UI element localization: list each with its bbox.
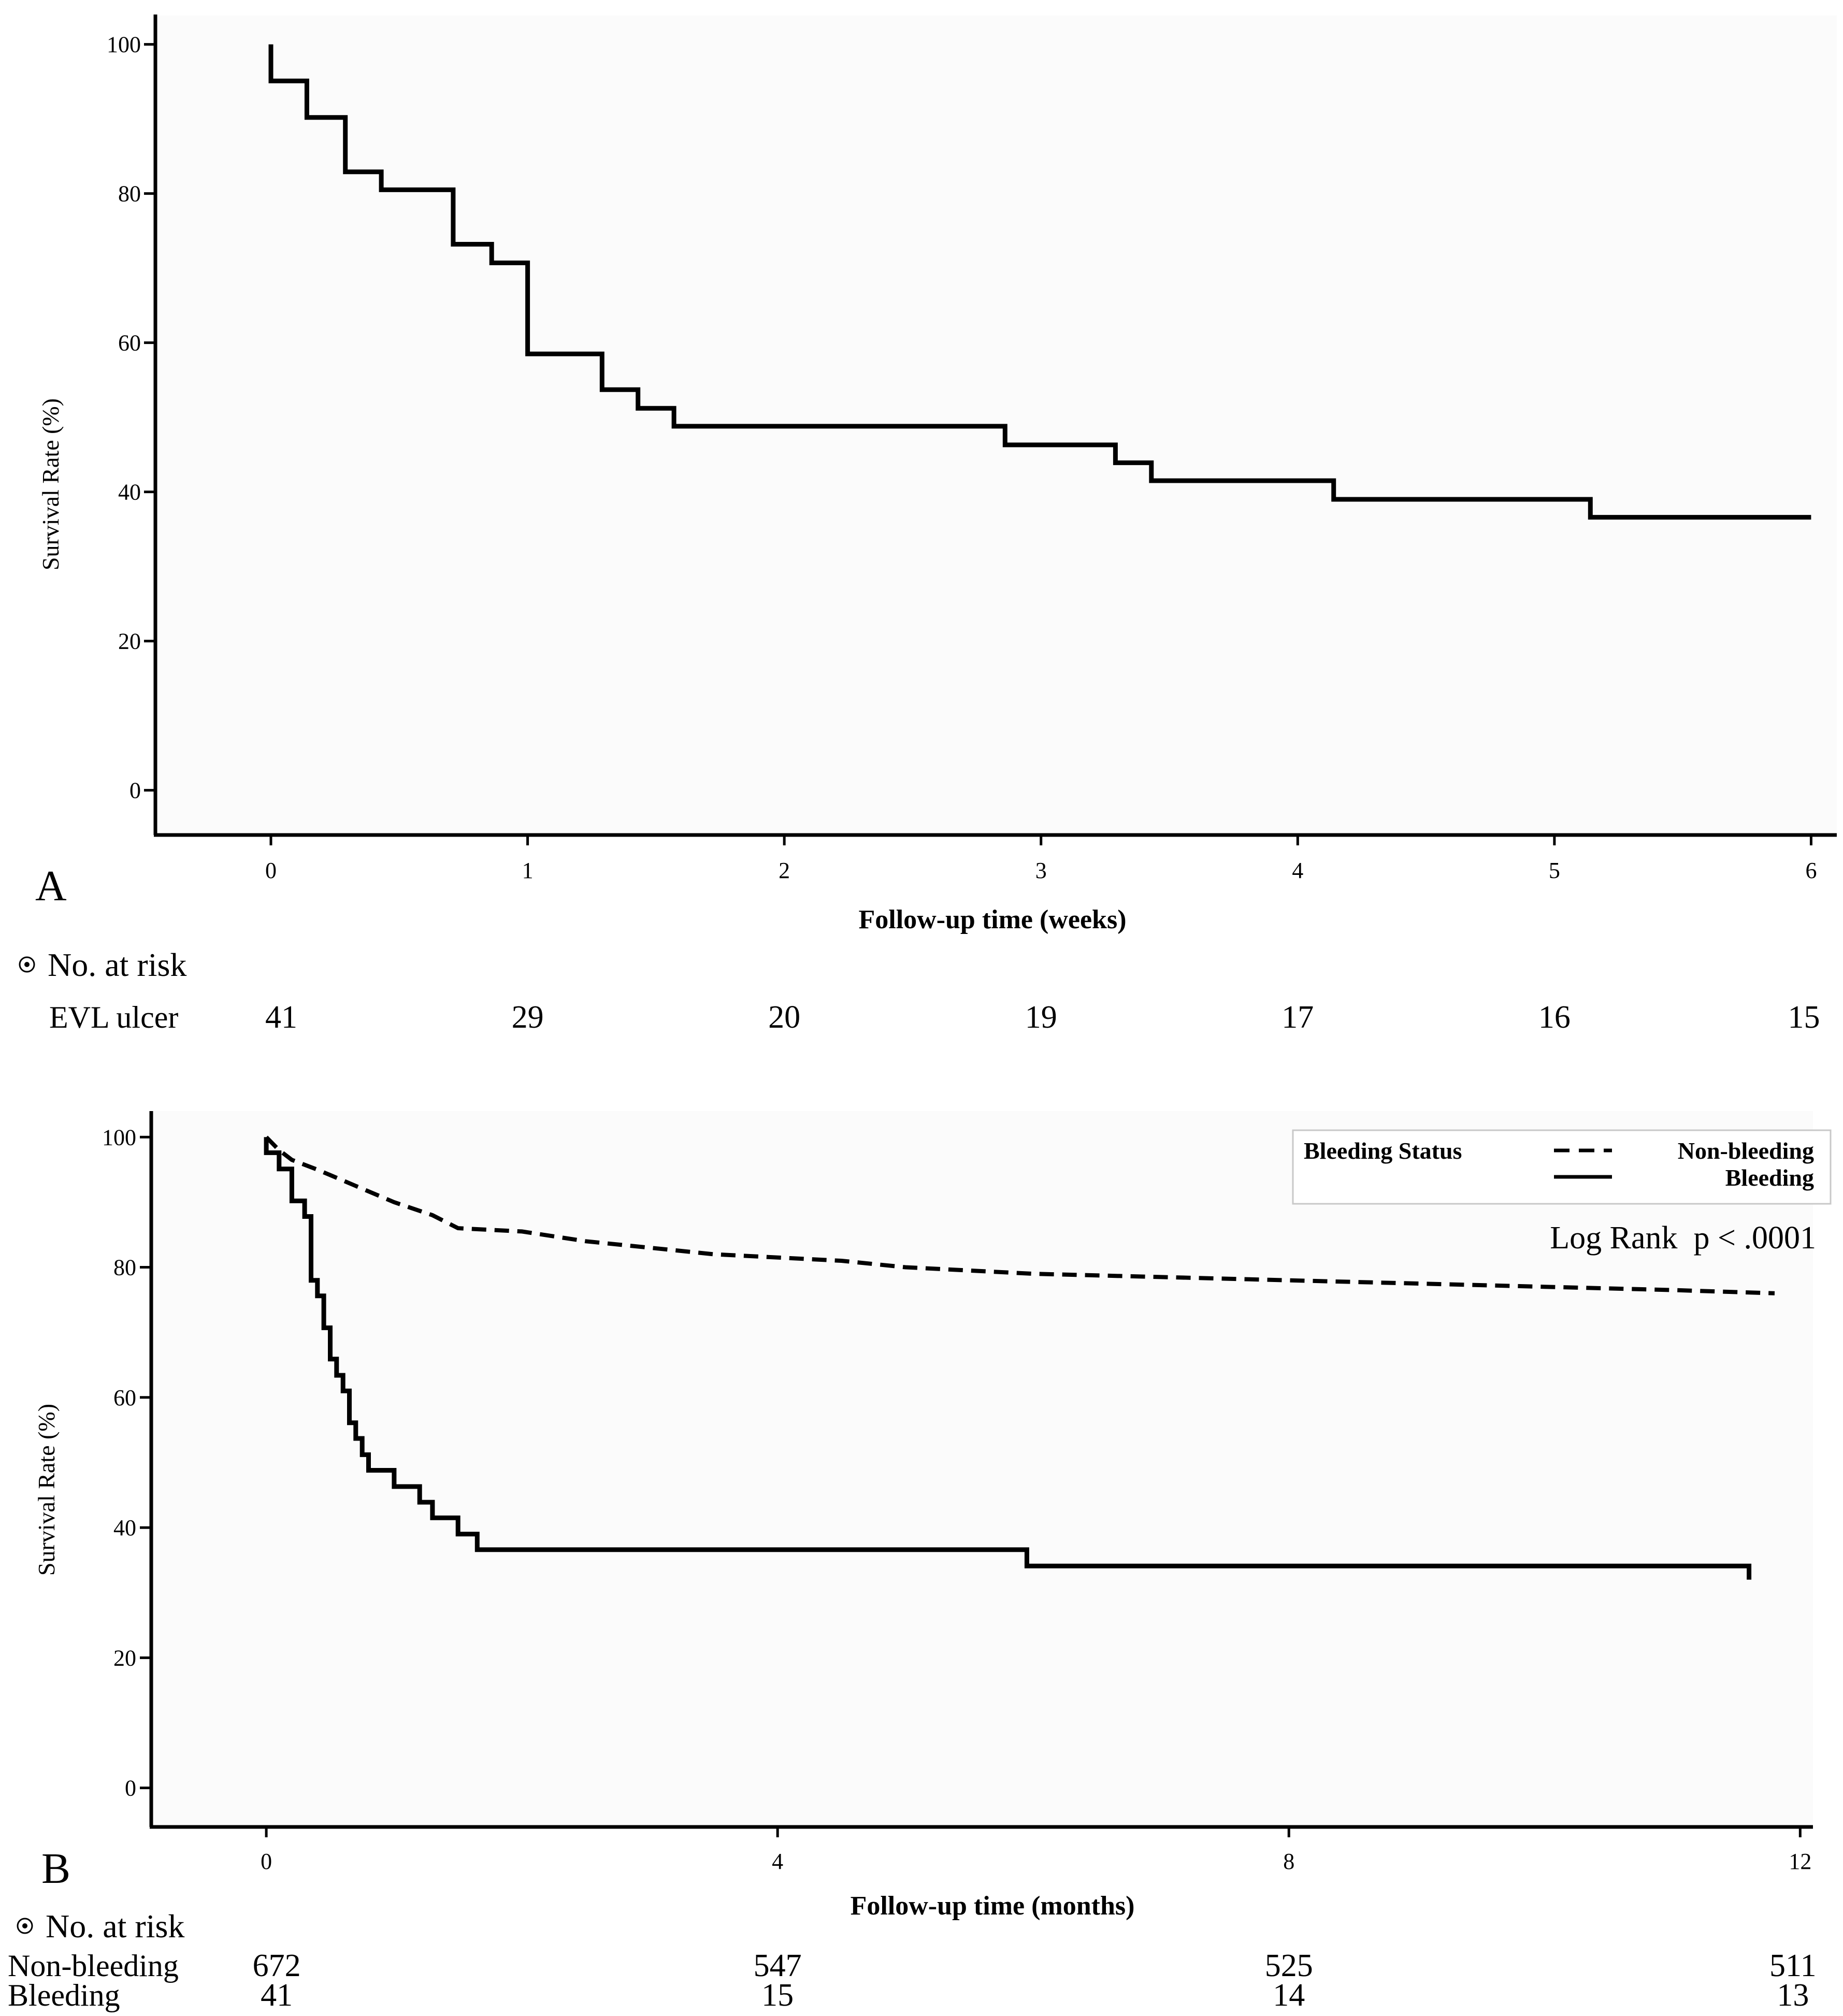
panel-b-x-tick-label: 8 — [1283, 1849, 1294, 1874]
risk-count: 16 — [1538, 1000, 1571, 1035]
risk-count: 511 — [1769, 1948, 1817, 1983]
risk-count: 14 — [1273, 1978, 1305, 2013]
panel-a-x-tick-label: 1 — [522, 858, 534, 883]
panel-b-risk-table: No. at risk Non-bleeding 672 547 525 511 Blee… — [8, 1908, 1817, 2013]
risk-bullet-icon — [17, 1918, 33, 1934]
panel-a-y-axis-label: Survival Rate (%) — [37, 398, 64, 570]
risk-count: 15 — [761, 1978, 794, 2013]
panel-a-y-tick-label: 20 — [118, 629, 141, 654]
risk-count: 547 — [754, 1948, 802, 1983]
panel-b: 0 20 40 60 80 100 0 4 8 12 Survival Rate (%) Fol… — [8, 1111, 1832, 2013]
panel-a-y-tick-label: 0 — [129, 778, 141, 803]
panel-b-x-tick-label: 0 — [261, 1849, 272, 1874]
risk-row-label: Non-bleeding — [8, 1949, 179, 1983]
survival-curve-evl-ulcer — [268, 44, 1811, 520]
risk-count: 41 — [265, 1000, 297, 1035]
survival-curve-bleeding — [264, 1137, 1752, 1580]
risk-bullet-icon-dot — [22, 1923, 27, 1928]
panel-b-y-tick-label: 0 — [125, 1776, 136, 1801]
risk-count: 672 — [253, 1948, 301, 1983]
risk-count: 525 — [1265, 1948, 1313, 1983]
panel-b-label: B — [41, 1845, 70, 1893]
risk-count: 41 — [261, 1978, 293, 2013]
panel-a-x-tick-label: 3 — [1035, 858, 1047, 883]
panel-a-risk-table: No. at risk EVL ulcer 41 29 20 19 17 16 15 — [19, 946, 1820, 1035]
panel-a-y-tick-label: 100 — [107, 32, 141, 57]
legend-box — [1292, 1129, 1832, 1205]
panel-b-y-tick-label: 100 — [102, 1125, 136, 1150]
survival-curve-non-bleeding — [265, 1135, 1775, 1295]
panel-a-y-tick-label: 80 — [118, 181, 141, 207]
risk-bullet-icon-dot — [24, 962, 30, 967]
risk-row-label: EVL ulcer — [49, 1000, 178, 1034]
panel-a-x-tick-label: 2 — [779, 858, 790, 883]
log-rank-annotation: Log Rank p < .0001 — [1550, 1220, 1816, 1256]
risk-count: 19 — [1025, 1000, 1057, 1035]
panel-a-y-tick-label: 60 — [118, 330, 141, 356]
panel-b-y-tick-label: 80 — [113, 1255, 136, 1280]
legend: Bleeding Status Non-bleeding Bleeding — [1292, 1129, 1832, 1205]
panel-b-x-tick-label: 12 — [1789, 1849, 1811, 1874]
risk-count: 20 — [768, 1000, 800, 1035]
panel-a-x-tick-label: 4 — [1292, 858, 1303, 883]
risk-count: 29 — [512, 1000, 544, 1035]
panel-b-y-tick-label: 20 — [113, 1645, 136, 1671]
risk-bullet-icon — [19, 956, 35, 973]
risk-count: 13 — [1777, 1978, 1809, 2013]
panel-b-y-tick-label: 40 — [113, 1515, 136, 1540]
panel-a-x-axis-label: Follow-up time (weeks) — [858, 905, 1126, 934]
panel-b-risk-title: No. at risk — [46, 1908, 184, 1945]
panel-a-label: A — [35, 862, 67, 910]
panel-a-x-tick-label: 6 — [1805, 858, 1817, 883]
legend-title: Bleeding Status — [1304, 1137, 1462, 1164]
panel-a-y-tick-label: 40 — [118, 480, 141, 505]
panel-b-y-axis-label: Survival Rate (%) — [33, 1404, 60, 1576]
risk-count: 17 — [1282, 1000, 1314, 1035]
panel-b-y-tick-label: 60 — [113, 1385, 136, 1410]
legend-entry-non-bleeding: Non-bleeding — [1678, 1137, 1814, 1164]
panel-b-x-tick-label: 4 — [772, 1849, 783, 1874]
legend-entry-bleeding: Bleeding — [1725, 1164, 1814, 1191]
panel-a-risk-title: No. at risk — [48, 946, 186, 983]
panel-a-x-tick-label: 0 — [265, 858, 277, 883]
panel-a-x-tick-label: 5 — [1549, 858, 1560, 883]
panel-b-x-axis-label: Follow-up time (months) — [851, 1891, 1135, 1921]
risk-count: 15 — [1788, 1000, 1820, 1035]
risk-row-label: Bleeding — [8, 1978, 120, 2012]
panel-a: 0 20 40 60 80 100 0 1 2 3 4 5 6 Survival Rate (%) F… — [19, 15, 1837, 1035]
